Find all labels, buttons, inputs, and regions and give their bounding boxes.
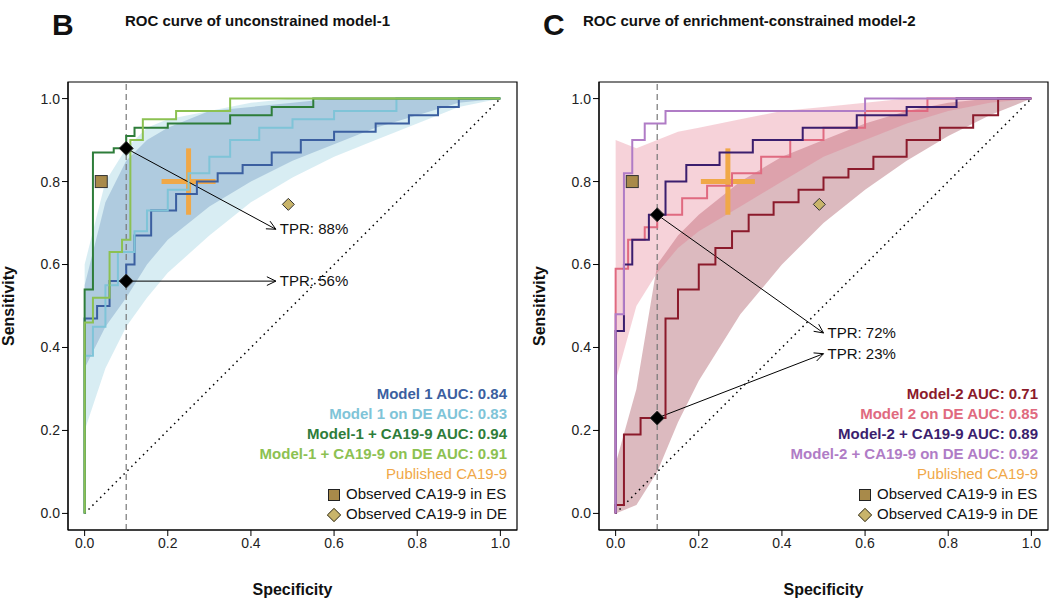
- svg-text:Sensitivity: Sensitivity: [8, 266, 17, 346]
- svg-text:0.8: 0.8: [572, 174, 592, 190]
- svg-text:0.2: 0.2: [158, 535, 178, 551]
- svg-text:0.6: 0.6: [41, 256, 61, 272]
- html-text:Model-1 + CA19-9 AUC: 0.94: Model-1 + CA19-9 AUC: 0.94: [307, 425, 507, 442]
- html-text:Observed CA19-9 in DE: Observed CA19-9 in DE: [877, 505, 1038, 522]
- svg-text:Sensitivity: Sensitivity: [531, 266, 548, 346]
- svg-text:0.6: 0.6: [572, 256, 592, 272]
- html-text:Model 2 on DE AUC: 0.85: Model 2 on DE AUC: 0.85: [860, 405, 1038, 422]
- svg-text:1.0: 1.0: [1022, 535, 1042, 551]
- html-text:Observed CA19-9 in ES: Observed CA19-9 in ES: [877, 485, 1038, 502]
- svg-text:TPR: 72%: TPR: 72%: [828, 324, 896, 341]
- html-text:ROC curve of unconstrained mod: ROC curve of unconstrained model-1: [125, 12, 390, 29]
- svg-text:0.2: 0.2: [572, 422, 592, 438]
- html-text:Model-2 AUC: 0.71: Model-2 AUC: 0.71: [906, 385, 1038, 402]
- svg-text:0.6: 0.6: [324, 535, 344, 551]
- svg-text:1.0: 1.0: [41, 91, 61, 107]
- svg-text:0.4: 0.4: [241, 535, 261, 551]
- html-text:Model-1 + CA19-9 on DE AUC: 0.: Model-1 + CA19-9 on DE AUC: 0.91: [259, 445, 507, 462]
- svg-text:0.0: 0.0: [75, 535, 95, 551]
- html-text:Observed CA19-9 in DE: Observed CA19-9 in DE: [346, 505, 507, 522]
- svg-text:0.8: 0.8: [407, 535, 427, 551]
- svg-text:Specificity: Specificity: [783, 581, 863, 598]
- html-text:B: B: [52, 8, 74, 41]
- html-text:Model 1 on DE AUC: 0.83: Model 1 on DE AUC: 0.83: [329, 405, 507, 422]
- html-text:Published CA19-9: Published CA19-9: [917, 465, 1038, 482]
- svg-text:TPR: 88%: TPR: 88%: [280, 220, 348, 237]
- svg-text:0.2: 0.2: [689, 535, 709, 551]
- svg-text:Specificity: Specificity: [252, 581, 332, 598]
- html-text:Model-2 + CA19-9 AUC: 0.89: Model-2 + CA19-9 AUC: 0.89: [838, 425, 1038, 442]
- svg-text:0.6: 0.6: [855, 535, 875, 551]
- html-text:Published CA19-9: Published CA19-9: [386, 465, 507, 482]
- html-text:Observed CA19-9 in ES: Observed CA19-9 in ES: [346, 485, 507, 502]
- svg-text:0.4: 0.4: [41, 339, 61, 355]
- svg-text:0.0: 0.0: [41, 505, 61, 521]
- html-text:Model 1 AUC: 0.84: Model 1 AUC: 0.84: [376, 385, 507, 402]
- svg-text:1.0: 1.0: [572, 91, 592, 107]
- svg-text:0.4: 0.4: [572, 339, 592, 355]
- svg-text:TPR: 56%: TPR: 56%: [280, 272, 348, 289]
- svg-text:0.8: 0.8: [41, 174, 61, 190]
- svg-text:1.0: 1.0: [491, 535, 511, 551]
- svg-text:0.0: 0.0: [572, 505, 592, 521]
- svg-text:0.0: 0.0: [606, 535, 626, 551]
- svg-text:TPR: 23%: TPR: 23%: [828, 345, 896, 362]
- svg-text:0.8: 0.8: [938, 535, 958, 551]
- html-text:ROC curve of enrichment-constr: ROC curve of enrichment-constrained mode…: [583, 12, 916, 29]
- svg-text:0.4: 0.4: [772, 535, 792, 551]
- html-text:C: C: [543, 8, 565, 41]
- html-text:Model-2 + CA19-9 on DE AUC: 0.: Model-2 + CA19-9 on DE AUC: 0.92: [790, 445, 1038, 462]
- svg-text:0.2: 0.2: [41, 422, 61, 438]
